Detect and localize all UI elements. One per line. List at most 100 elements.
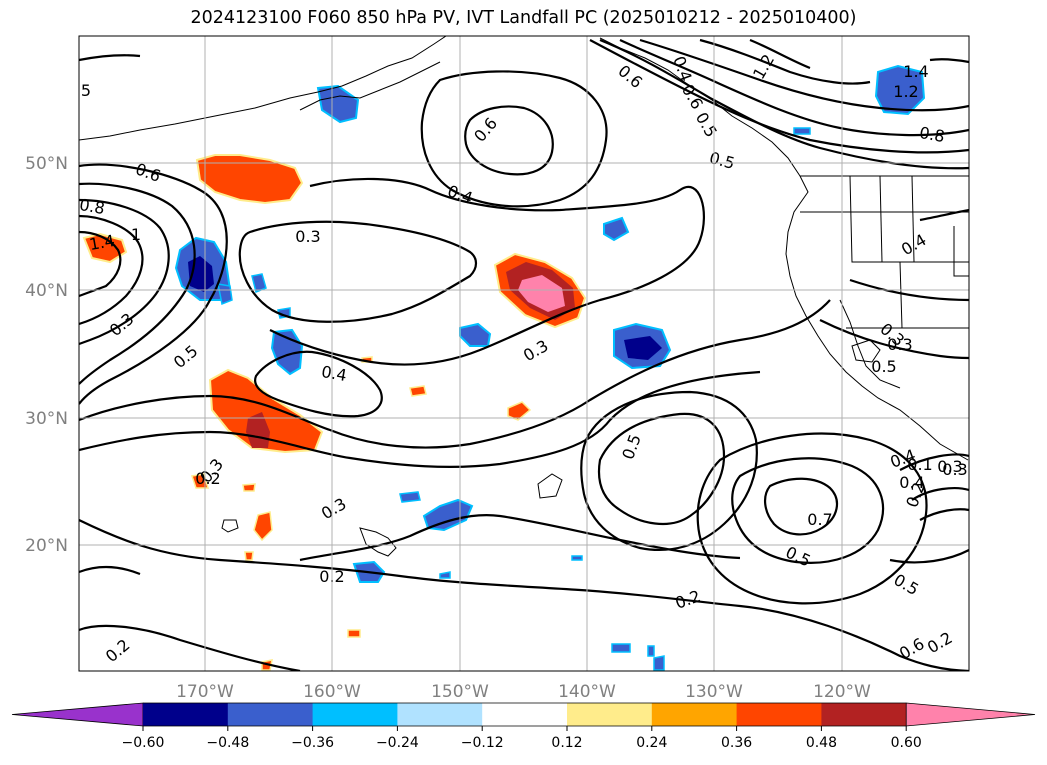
colorbar-tick-label: −0.24 [376,735,419,751]
pv-contour [619,39,969,137]
colorbar-cell [397,703,483,726]
pv-contour [919,508,969,521]
pv-contour [254,350,383,418]
contour-label: 0.7 [807,510,832,529]
anomaly-patch-positive [242,483,256,492]
contour-label: 0.3 [318,494,350,523]
anomaly-patch-positive [244,551,254,561]
pv-contour [79,198,170,346]
contour-label: 0.5 [871,357,896,376]
lon-tick-label: 140°W [558,682,616,702]
pv-contour [269,177,705,366]
anomaly-patch-negative [603,216,630,242]
anomaly-patch-negative [874,64,926,116]
island-small-3 [851,339,881,363]
pv-contour [929,58,969,64]
colorbar-cell [312,703,398,726]
contour-label: 0.2 [673,586,703,613]
contour-label: 0.3 [937,457,962,476]
contour-label: 0.6 [678,81,707,113]
pv-contour [79,565,141,576]
latitude-axis: 50°N 40°N 30°N 20°N [25,154,68,556]
anomaly-patch-negative [439,571,451,579]
colorbar-tick-label: −0.36 [291,735,334,751]
pv-contour [749,38,811,70]
contour-label: 0.4 [320,362,348,385]
contour-label: 0.8 [918,123,946,146]
anomaly-patch-negative [793,127,811,135]
pv-contour [580,390,758,552]
lon-tick-label: 130°W [685,682,743,702]
colorbar: −0.60 −0.48 −0.36 −0.24 −0.12 0.12 0.24 0.36 0.4… [11,702,1036,751]
pv-contour [238,220,478,323]
contour-label: 0.6 [470,114,501,146]
aleutian-coast [299,61,441,111]
pv-contour [79,54,141,62]
pv-contour [696,432,928,605]
contour-label: 0.4 [898,230,930,259]
anomaly-patch-negative [459,322,492,347]
contour-label: 5 [81,81,91,100]
lat-tick-label: 40°N [25,281,68,301]
anomaly-patch-negative-strong [624,336,662,360]
pv-contour [731,457,885,564]
anomaly-patch-negative [653,655,665,671]
gridlines [79,36,969,671]
figure-title: 2024123100 F060 850 hPa PV, IVT Landfall… [190,8,857,28]
state-border-3 [911,175,915,263]
contour-label: 0.6 [896,634,928,663]
anomaly-patch-negative [422,498,474,532]
anomaly-patch-negative [611,643,631,653]
pv-contour [79,519,969,671]
state-border-2 [879,175,883,263]
positive-anomaly-patches [82,154,587,671]
pv-contour [79,299,831,449]
pv-contour [899,453,969,471]
lon-tick-label: 150°W [431,682,489,702]
contour-label: 0.5 [170,341,202,372]
colorbar-tick-label: 0.48 [806,735,837,751]
contour-label: 0.3 [106,309,138,340]
pv-contour [79,163,228,405]
pv-contour [79,214,144,326]
colorbar-cell [227,703,314,726]
contour-label: 1.4 [88,231,116,254]
colorbar-tick-label: 0.60 [891,735,922,751]
contour-label: 0.2 [195,469,220,488]
colorbar-outline [143,702,907,727]
state-border-5 [899,261,903,329]
colorbar-tick-label: −0.60 [122,735,165,751]
lat-tick-label: 30°N [25,409,68,429]
pv-contour [764,477,839,536]
pv-contour [639,38,969,112]
alaska-coast [79,36,447,141]
colorbar-tick-label: −0.12 [461,735,504,751]
lat-tick-label: 20°N [25,536,68,556]
pv-contour [849,278,969,302]
anomaly-patch-positive [507,401,532,421]
shaded-anomalies [82,64,926,671]
contour-label: 0.5 [890,570,922,599]
anomaly-patch-negative [251,273,267,294]
pv-contour [919,208,969,222]
anomaly-patch-positive [347,629,361,638]
contour-label: 0.5 [692,109,721,141]
contour-label: 0.5 [707,148,737,173]
contour-label: 0.3 [942,460,967,479]
pv-contour [889,549,969,564]
contour-label: 0.2 [102,635,134,666]
map-frame [78,35,970,672]
anomaly-patch-positive-max [518,275,565,312]
colorbar-tick-label: −0.48 [206,735,249,751]
state-border-6 [953,226,969,277]
pv-contour [79,230,122,298]
colorbar-extend-min [11,702,144,727]
contour-label: 0.4 [899,473,924,492]
anomaly-patch-positive [208,368,324,454]
colorbar-cell [567,703,653,726]
lat-tick-label: 50°N [25,154,68,174]
pv-contour [597,412,726,525]
colorbar-tick-label: 0.12 [551,735,582,751]
anomaly-patch-negative [647,645,655,657]
